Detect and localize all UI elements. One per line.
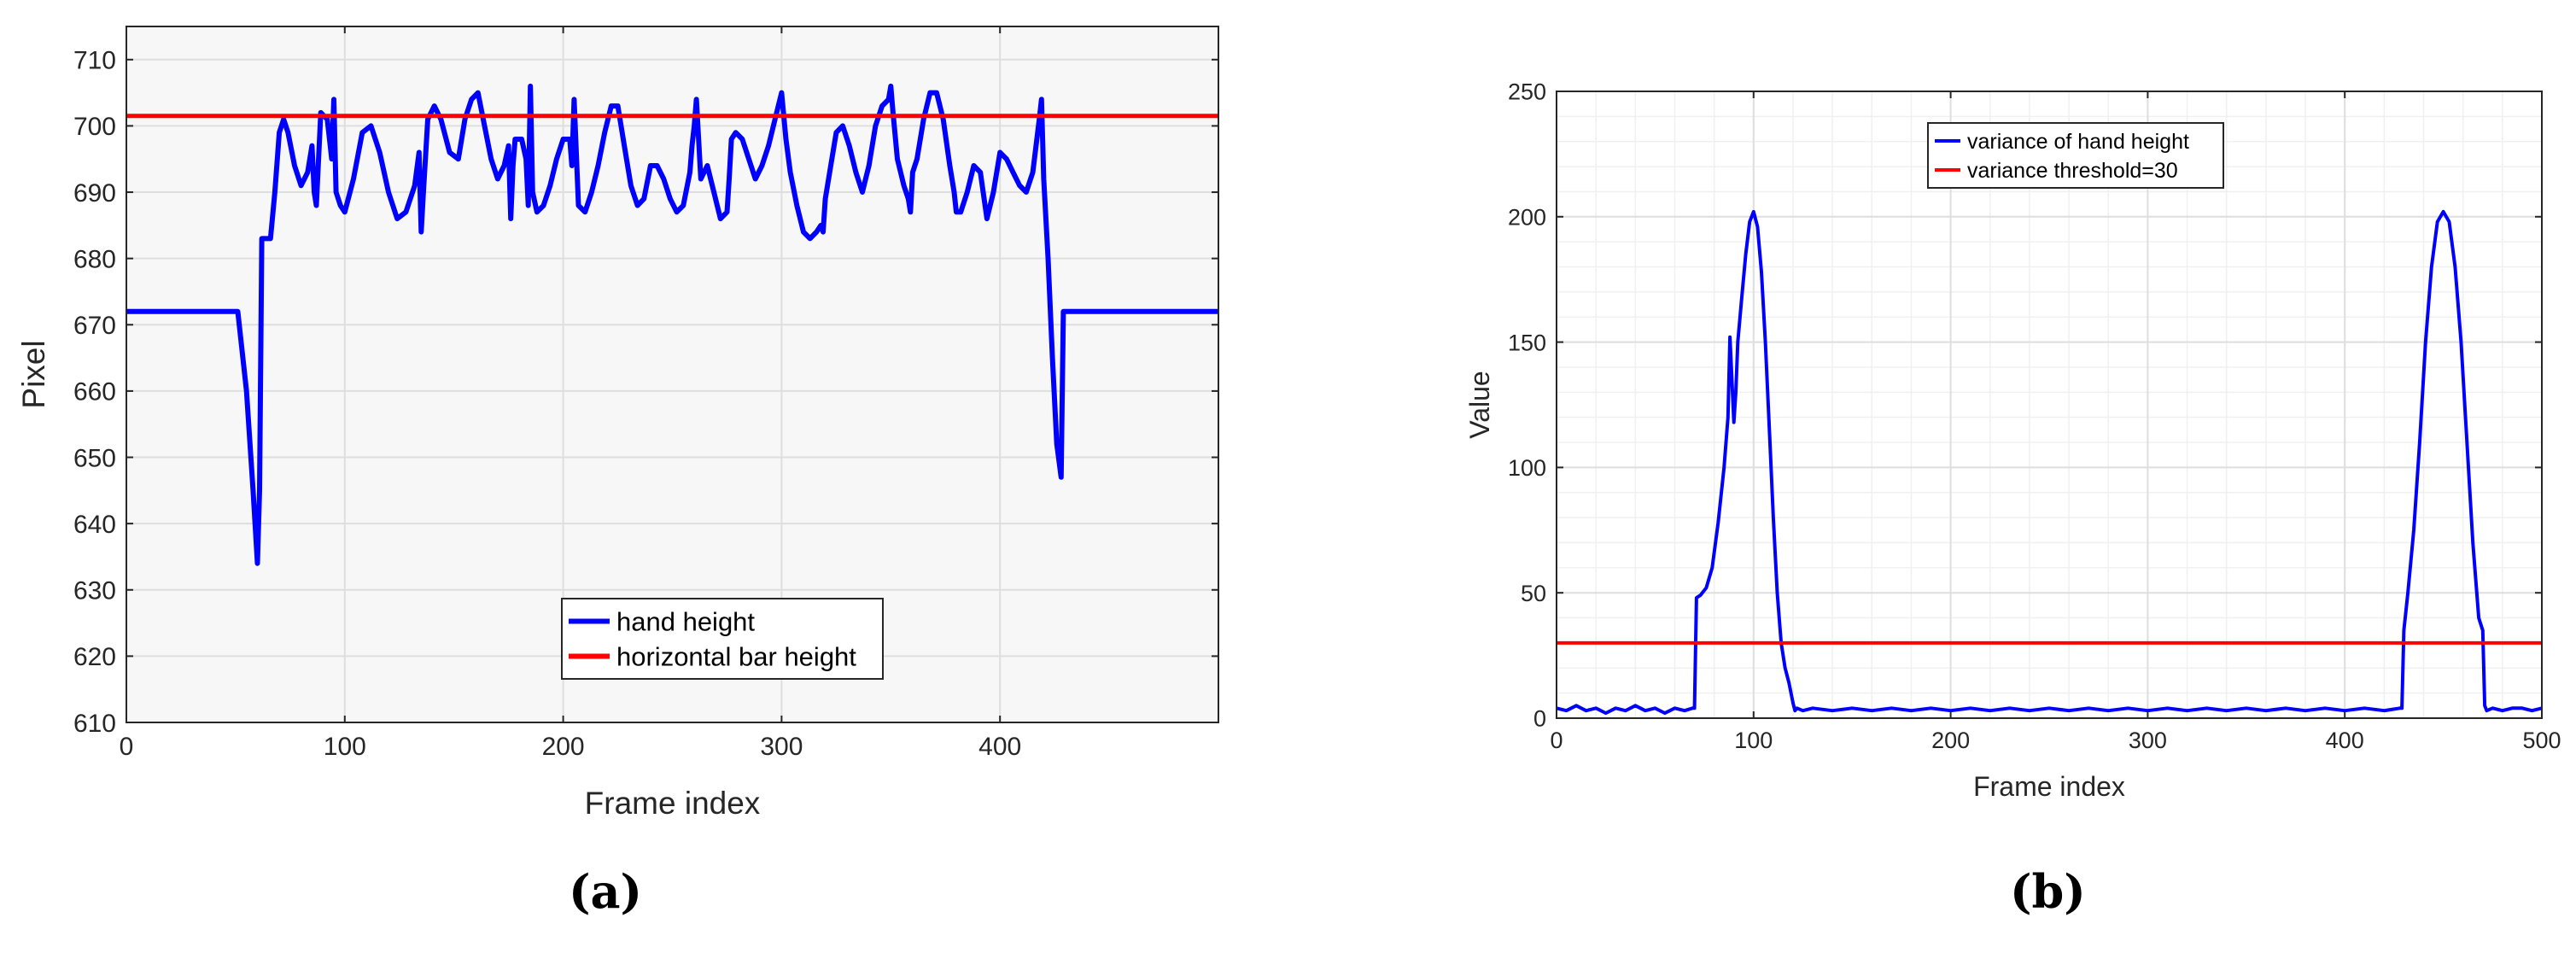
x-tick-label: 400 [978, 733, 1021, 761]
legend-label-1: variance of hand height [1967, 130, 2189, 154]
y-tick-label: 250 [1508, 79, 1546, 105]
series-line-1 [126, 83, 1218, 566]
plot-background [1557, 91, 2542, 718]
y-tick-label: 650 [73, 444, 116, 472]
y-axis-label: Pixel [16, 340, 51, 408]
x-tick-label: 300 [760, 733, 803, 761]
chart-b: 0 100 200 300 400 500 0 50 100 150 200 250 Frame ind… [1464, 79, 2561, 802]
legend: variance of hand height variance threshol… [1927, 122, 2224, 189]
y-axis-label: Value [1464, 371, 1495, 438]
x-tick-label: 200 [1931, 728, 1970, 753]
y-tick-label: 700 [73, 113, 116, 141]
y-tick-label: 670 [73, 312, 116, 340]
axes-box [1556, 91, 2543, 719]
chart-a: 0 100 200 300 400 610 620 630 640 650 660 670 680 690… [16, 26, 1219, 821]
legend-label-2: horizontal bar height [616, 642, 856, 672]
y-tick-label: 640 [73, 511, 116, 539]
legend-label-2: variance threshold=30 [1967, 159, 2178, 183]
x-tick-label: 0 [1550, 728, 1563, 753]
x-axis-label: Frame index [1973, 771, 2125, 802]
legend-label-1: hand height [616, 607, 755, 637]
y-tick-label: 690 [73, 179, 116, 208]
y-tick-label: 50 [1521, 581, 1546, 606]
x-tick-label: 100 [1734, 728, 1773, 753]
x-tick-label: 500 [2522, 728, 2561, 753]
legend-box [561, 598, 884, 680]
x-tick-label: 0 [120, 733, 134, 761]
x-axis-label: Frame index [585, 786, 761, 821]
y-tick-label: 0 [1533, 706, 1546, 732]
x-tick-label: 300 [2129, 728, 2167, 753]
y-tick-label: 610 [73, 710, 116, 738]
y-tick-label: 200 [1508, 205, 1546, 231]
panel-label-b: (b) [2010, 864, 2086, 919]
y-tick-label: 680 [73, 245, 116, 273]
x-tick-label: 400 [2326, 728, 2364, 753]
legend-box [1927, 122, 2224, 189]
y-tick-label: 100 [1508, 455, 1546, 481]
legend: hand height horizontal bar height [561, 598, 884, 680]
axes-box [126, 26, 1219, 723]
y-tick-label: 660 [73, 378, 116, 406]
series-line-1 [1557, 209, 2542, 716]
panel-label-a: (a) [569, 864, 643, 919]
y-tick-label: 710 [73, 47, 116, 75]
y-tick-label: 150 [1508, 330, 1546, 355]
x-tick-label: 100 [324, 733, 366, 761]
y-tick-label: 620 [73, 643, 116, 671]
y-tick-label: 630 [73, 577, 116, 605]
x-tick-label: 200 [542, 733, 585, 761]
